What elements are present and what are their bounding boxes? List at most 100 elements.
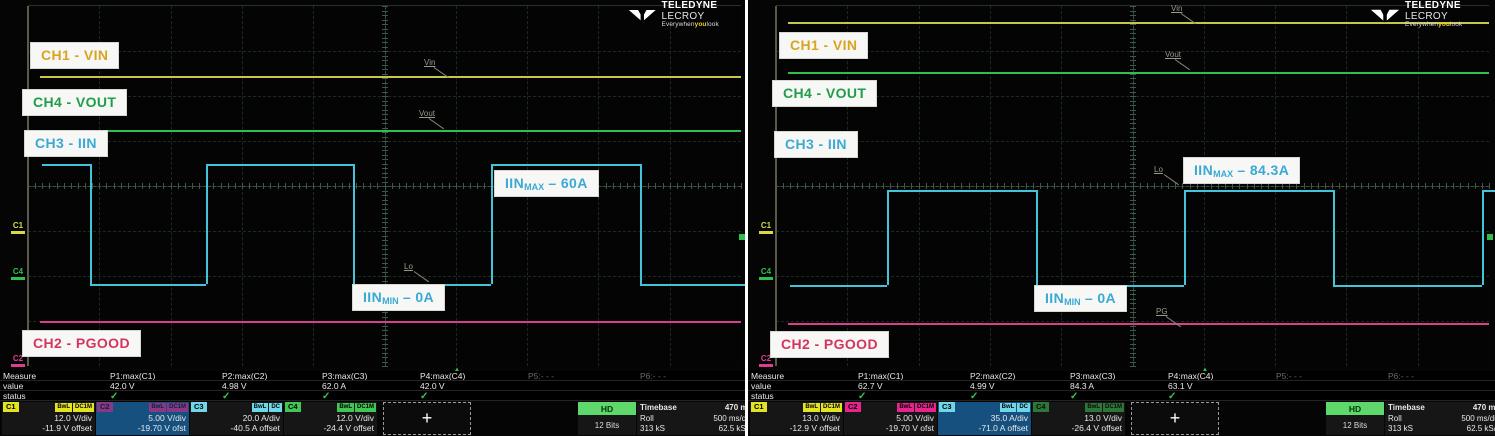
channel-scale: 13.0 V/div [1084,413,1122,423]
measurement-row-separator [748,380,1495,381]
logo-tagline-b: you [694,21,707,29]
channel-tag: C2 [97,402,113,412]
measurement-param-label[interactable]: P5:- - - [528,371,554,381]
logo-brand-thin: LECROY [1405,10,1448,22]
measurement-param-status: ✓ [1168,391,1177,402]
measurement-param-label[interactable]: P3:max(C3) [322,371,368,381]
ch4-vout-trace [788,72,1489,74]
hd-mode-box[interactable]: HD 12 Bits [1326,402,1384,435]
measurement-param-label[interactable]: P2:max(C2) [970,371,1016,381]
iin-max-callout: IINMAX – 60A [494,170,599,197]
channel-setting-c3[interactable]: C3 BwL DC 20.0 A/div -40.5 A offset [190,402,283,435]
measurement-param-label[interactable]: P1:max(C1) [110,371,156,381]
measurement-row-status: status ✓ ✓ ✓ ✓ [748,391,1495,402]
hd-mode-box[interactable]: HD 12 Bits [578,402,636,435]
channel-setting-c2[interactable]: C2 BwL DC1M 5.00 V/div -19.70 V ofst [844,402,937,435]
vin-annotation: Vin [424,58,436,67]
callout-subscript: MAX [1213,169,1234,179]
callout-suffix: – 84.3A [1233,162,1290,178]
measurement-param-label[interactable]: P1:max(C1) [858,371,904,381]
timebase-box[interactable]: Timebase 470 ms Roll 500 ms/div 313 kS 62.5 k… [637,402,747,435]
channel-setting-c4[interactable]: C4 BwL DC1M 12.0 V/div -24.4 V offset [284,402,377,435]
trigger-position-marker: ▲ [1201,365,1209,374]
measurement-row-separator [748,390,1495,391]
ch3-iin-trace-edge [640,164,642,284]
measurement-param-label[interactable]: P2:max(C2) [222,371,268,381]
channel-marker-c1[interactable]: C1 [9,222,27,234]
channel-marker-c2[interactable]: C2 [757,355,775,367]
ch3-iin-trace-edge [206,164,208,284]
channel-setting-c2[interactable]: C2 BwL DC1M 5.00 V/div -19.70 V ofst [96,402,189,435]
ch4-vout-callout: CH4 - VOUT [22,89,128,116]
ch2-pgood-trace [40,321,741,323]
ch3-iin-callout: CH3 - IIN [774,131,858,158]
ch3-iin-trace-edge [353,164,355,284]
measurement-param-label[interactable]: P4:max(C4) [1168,371,1214,381]
channel-badge-1: DC1M [914,402,936,412]
measurement-param-status: ✓ [322,391,331,402]
hd-mode-label: HD [1326,402,1384,415]
grid-tick-row [776,183,1490,192]
graticule-right [776,6,1490,367]
callout-text: CH4 - VOUT [783,85,867,101]
channel-marker-bar [759,231,773,234]
channel-marker-bar [11,364,25,367]
callout-text: CH1 - VIN [790,37,858,53]
measurement-param-label[interactable]: P3:max(C3) [1070,371,1116,381]
grid-tick-col [382,6,391,367]
ch3-iin-trace-edge [1333,190,1335,285]
channel-setting-c1[interactable]: C1 BwL DC1M 13.0 V/div -12.9 V offset [750,402,843,435]
channel-offset: -11.9 V offset [42,423,92,433]
measurement-row-label: status [3,391,26,401]
measurement-param-label[interactable]: P4:max(C4) [420,371,466,381]
lo-annotation: Lo [404,262,413,271]
measurement-param-status: ✓ [110,391,119,402]
ch3-iin-trace-edge [1036,190,1038,285]
channel-marker-label: C2 [12,354,24,363]
measurement-row-separator [0,380,747,381]
channel-tag: C1 [751,402,767,412]
callout-text: CH2 - PGOOD [781,336,878,352]
graticule-left-frame [775,6,777,366]
channel-scale: 12.0 V/div [54,413,92,423]
channel-badges: BwL DC1M [55,402,94,412]
channel-setting-c4[interactable]: C4 BwL DC1M 13.0 V/div -26.4 V offset [1032,402,1125,435]
graticule-left-frame [27,6,29,366]
measurement-param-value: 42.0 V [420,381,445,391]
channel-setting-header: C3 BwL DC [190,402,283,412]
ch4-vout-callout: CH4 - VOUT [772,80,878,107]
channel-tag: C4 [285,402,301,412]
channel-marker-c1[interactable]: C1 [757,222,775,234]
measurement-param-value: 42.0 V [110,381,135,391]
measurement-param-label[interactable]: P6:- - - [640,371,666,381]
scope-panel-right: C1 C4 C2 ▲ Vin Vout Lo PG CH1 - VIN CH4 - VOUT CH3… [748,0,1495,436]
measurement-param-status: ✓ [420,391,429,402]
channel-setting-header: C4 BwL DC1M [1032,402,1125,412]
vout-annotation: Vout [419,109,436,118]
timebase-box[interactable]: Timebase 470 ms Roll 500 ms/div 313 kS 62.5 k… [1385,402,1495,435]
timebase-mode: Roll [640,414,654,423]
measurement-param-label[interactable]: P6:- - - [1388,371,1414,381]
channel-badges: BwL DC1M [149,402,188,412]
channel-marker-c4[interactable]: C4 [9,268,27,280]
channel-scale: 5.00 V/div [148,413,186,423]
channel-offset: -19.70 V ofst [885,423,934,433]
ch3-iin-trace-segment [206,164,353,166]
channel-marker-label: C4 [12,267,24,276]
lo-annotation: Lo [1154,165,1163,174]
measurement-param-label[interactable]: P5:- - - [1276,371,1302,381]
channel-setting-c1[interactable]: C1 BwL DC1M 12.0 V/div -11.9 V offset [2,402,95,435]
channel-setting-c3[interactable]: C3 BwL DC 35.0 A/div -71.0 A offset [938,402,1031,435]
channel-tag: C1 [3,402,19,412]
logo-text: TELEDYNE LECROY Everywhenyoulook [662,0,747,29]
channel-marker-c2[interactable]: C2 [9,355,27,367]
logo-tagline: Everywhenyoulook [1405,21,1495,29]
add-channel-button[interactable]: + [383,402,471,435]
ch3-iin-trace-segment [790,285,887,287]
ch3-iin-trace-segment [1333,285,1482,287]
channel-badge-0: BwL [897,402,914,412]
channel-marker-c4[interactable]: C4 [757,268,775,280]
channel-offset: -71.0 A offset [978,423,1028,433]
add-channel-button[interactable]: + [1131,402,1219,435]
timebase-sample-rate: 62.5 kS/s [718,424,747,433]
